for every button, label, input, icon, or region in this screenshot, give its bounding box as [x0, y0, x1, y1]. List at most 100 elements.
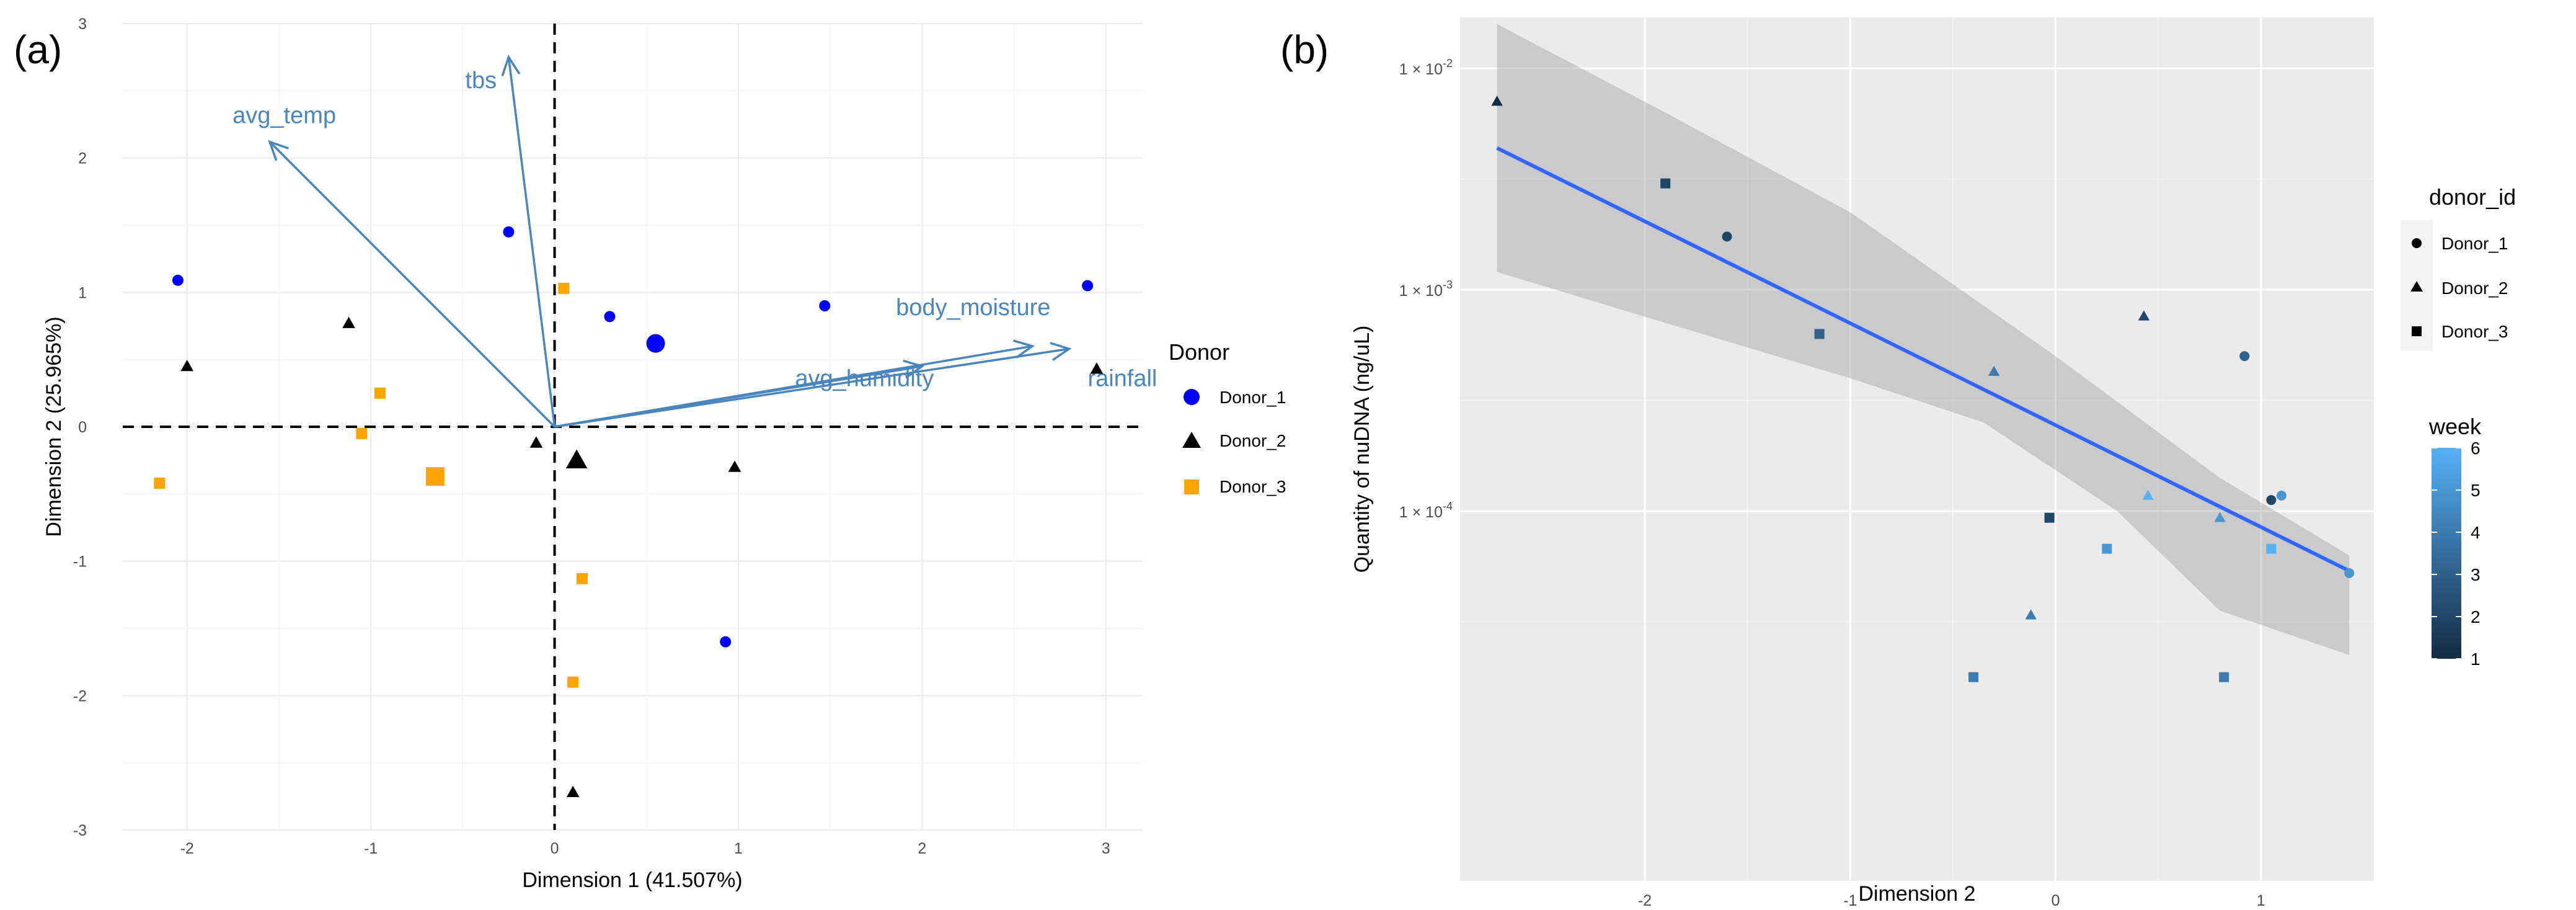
- arrow-avg_temp: [268, 141, 555, 428]
- colorbar-tick-label: 4: [2471, 523, 2481, 542]
- point-donor_1: [1082, 280, 1094, 292]
- point-donor_1: [604, 311, 616, 323]
- legend-donor-3-label: Donor_3: [1219, 477, 1286, 496]
- arrow-label-tbs: tbs: [465, 68, 497, 94]
- arrow-head-avg_temp: [268, 140, 289, 161]
- b-point-donor_3: [1968, 672, 1979, 682]
- b-x-tick-label: 1: [2257, 892, 2265, 909]
- a-x-tick-label: -2: [180, 840, 194, 857]
- b-x-tick-label: -1: [1843, 892, 1857, 909]
- panel-b-y-axis-title: Quantity of nuDNA (ng/uL): [1350, 326, 1374, 573]
- b-point-donor_1: [1722, 231, 1732, 242]
- a-x-tick-label: 2: [918, 840, 926, 857]
- arrow-label-avg_temp: avg_temp: [232, 103, 336, 129]
- point-donor_3: [154, 478, 166, 489]
- b-point-donor_3: [1814, 329, 1825, 339]
- panel-b-shape-legend-title: donor_id: [2429, 184, 2516, 210]
- centroid-donor_2: [565, 449, 588, 468]
- panel-b-x-axis-title: Dimension 2: [1859, 882, 1976, 906]
- b-y-tick-label: 1 × 10-2: [1399, 57, 1453, 78]
- b-x-tick-label: -2: [1638, 892, 1652, 909]
- point-donor_2: [180, 359, 194, 372]
- point-donor_1: [819, 300, 831, 311]
- a-x-tick-label: -1: [364, 840, 378, 857]
- a-y-tick-label: -1: [73, 553, 87, 571]
- colorbar-tick-label: 5: [2471, 481, 2481, 500]
- b-point-donor_1: [2276, 490, 2286, 501]
- legend-donor-3-marker: [1184, 480, 1199, 494]
- panel-a-tick-labels: -2 -1 0 1 2 3 -3 -2 -1 0 1 2 3: [73, 16, 1110, 857]
- legend-donor-1-label: Donor_1: [1219, 388, 1286, 407]
- week-colorbar: [2432, 448, 2461, 659]
- point-donor_3: [576, 573, 588, 584]
- b-point-donor_2: [2214, 512, 2226, 522]
- b-point-donor_1: [2239, 351, 2250, 362]
- point-donor_2: [728, 460, 741, 472]
- b-point-donor_3: [2266, 543, 2277, 554]
- arrow-label-body_moisture: body_moisture: [896, 295, 1050, 321]
- a-y-tick-label: 3: [78, 16, 87, 33]
- arrow-head-tbs: [501, 55, 521, 77]
- a-x-tick-label: 0: [551, 840, 559, 857]
- b-point-donor_2: [2025, 609, 2037, 620]
- shape-legend-donor-3-marker: [2412, 326, 2422, 336]
- panel-a-y-axis-title: Dimension 2 (25.965%): [42, 316, 66, 537]
- point-donor_1: [503, 226, 515, 238]
- b-x-tick-label: 0: [2052, 892, 2060, 909]
- b-point-donor_2: [2142, 489, 2154, 500]
- b-point-donor_2: [1988, 365, 2000, 376]
- panel-b-confidence-band: [1497, 24, 2350, 655]
- b-point-donor_3: [2044, 512, 2055, 523]
- point-donor_3: [374, 387, 386, 399]
- point-donor_2: [1090, 362, 1104, 374]
- arrow-head-rainfall: [1050, 342, 1072, 361]
- arrow-head-body_moisture: [1012, 339, 1035, 359]
- panel-b-grid: [1460, 17, 2374, 881]
- panel-b-color-legend-title: week: [2428, 414, 2482, 439]
- panel-a-points: [154, 226, 1104, 798]
- b-y-tick-label: 1 × 10-4: [1399, 500, 1453, 521]
- arrow-tbs: [507, 56, 556, 427]
- a-y-tick-label: -2: [73, 687, 87, 705]
- point-donor_1: [172, 274, 184, 286]
- panel-b-trend-line: [1496, 146, 2350, 573]
- b-y-tick-label: 1 × 10-3: [1399, 279, 1453, 300]
- legend-donor-2-marker: [1182, 432, 1201, 448]
- a-y-tick-label: 2: [78, 150, 87, 167]
- shape-legend-donor-2-label: Donor_2: [2441, 279, 2508, 298]
- a-x-tick-label: 1: [734, 840, 743, 857]
- arrow-rainfall: [554, 347, 1069, 428]
- point-donor_2: [529, 436, 543, 448]
- panel-a-label: (a): [14, 27, 62, 72]
- b-point-donor_1: [2344, 568, 2355, 578]
- colorbar-tick-label: 2: [2471, 607, 2481, 627]
- panel-a: (a) -2 -1 0 1 2 3 -3 -2 -1 0 1 2 3 tbs avg_temp body_m…: [14, 16, 1286, 892]
- b-point-donor_3: [2102, 543, 2112, 554]
- a-y-tick-label: 0: [78, 419, 87, 436]
- panel-b-points: [1491, 96, 2355, 682]
- panel-b-tick-labels: -2 -1 0 1 1 × 10-2 1 × 10-3 1 × 10-4: [1399, 57, 2265, 909]
- point-donor_2: [342, 316, 355, 328]
- b-point-donor_3: [1660, 178, 1671, 189]
- shape-legend-donor-1-label: Donor_1: [2441, 234, 2508, 253]
- colorbar-tick-label: 3: [2471, 565, 2481, 584]
- colorbar-tick-label: 6: [2471, 439, 2481, 458]
- b-point-donor_3: [2219, 672, 2229, 682]
- panel-a-x-axis-title: Dimension 1 (41.507%): [522, 868, 742, 892]
- point-donor_3: [567, 676, 579, 688]
- legend-donor-1-marker: [1184, 389, 1200, 405]
- panel-b-legend: donor_id Donor_1 Donor_2 Donor_3 week 1 2…: [2401, 184, 2516, 669]
- panel-a-zero-lines: [123, 24, 1143, 830]
- point-donor_3: [356, 427, 368, 439]
- b-point-donor_1: [2266, 495, 2277, 506]
- point-donor_2: [566, 785, 580, 798]
- panel-a-legend-title: Donor: [1169, 339, 1229, 365]
- panel-a-legend: Donor Donor_1 Donor_2 Donor_3: [1169, 339, 1286, 496]
- a-y-tick-label: -3: [73, 822, 87, 839]
- panel-b-plot-background: [1460, 17, 2374, 881]
- shape-legend-donor-2-marker: [2410, 281, 2423, 292]
- shape-legend-donor-1-marker: [2412, 238, 2422, 248]
- a-y-tick-label: 1: [78, 284, 87, 301]
